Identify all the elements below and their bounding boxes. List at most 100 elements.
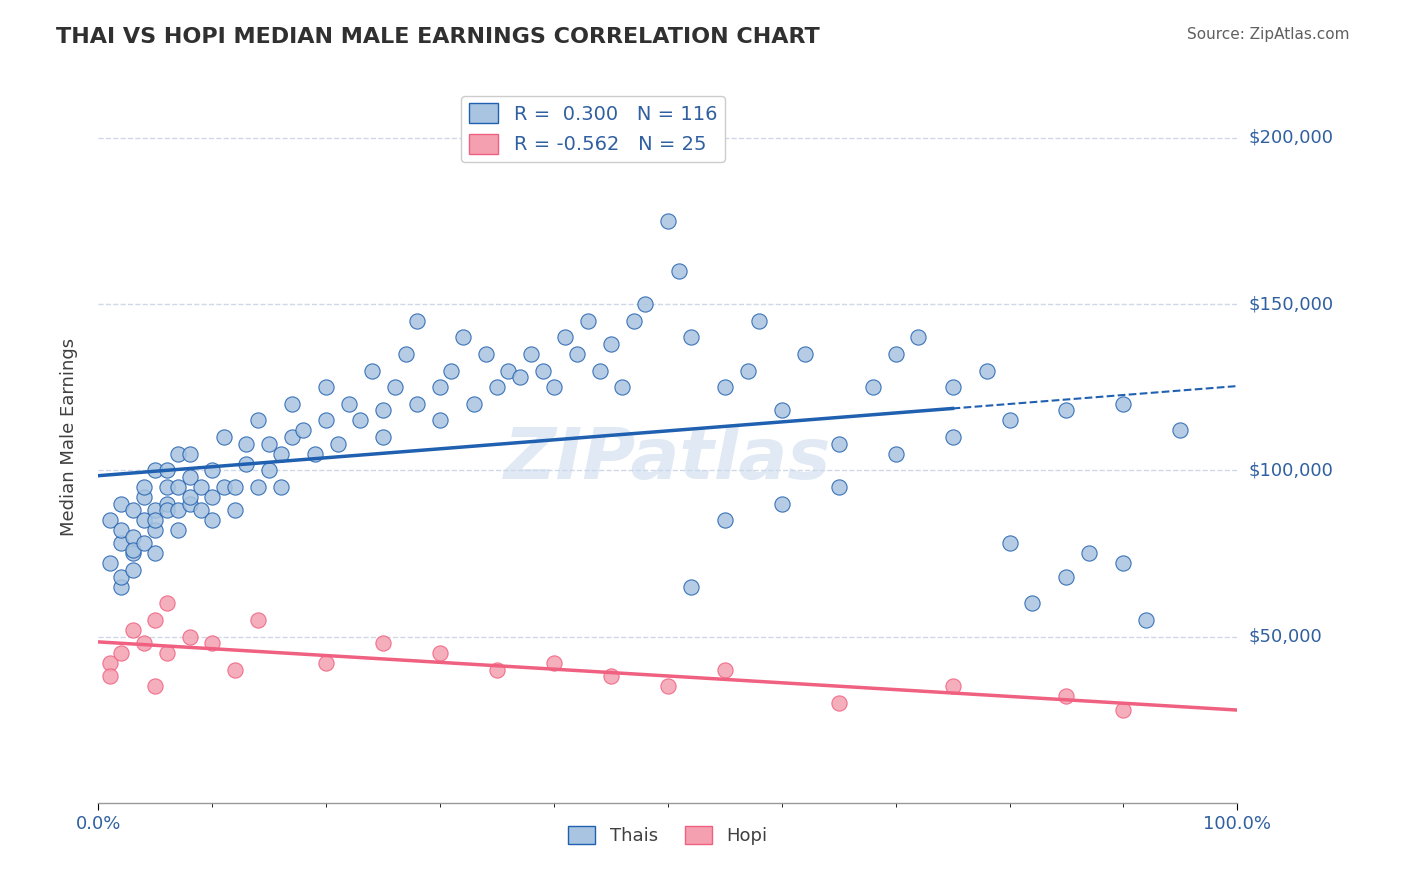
Point (315, 656, 337, 670)
Point (156, 503, 179, 517)
Point (145, 503, 167, 517)
Point (110, 536, 132, 550)
Point (212, 480, 235, 494)
Point (281, 397, 304, 411)
Point (315, 380, 337, 394)
Point (600, 669, 623, 683)
Point (862, 380, 884, 394)
Point (98, 656, 121, 670)
Point (145, 523, 167, 537)
Point (828, 436, 851, 450)
Point (121, 503, 143, 517)
Point (167, 447, 190, 461)
Point (224, 663, 246, 677)
Point (281, 430, 304, 444)
Point (679, 330, 702, 344)
Point (576, 314, 599, 328)
Point (167, 523, 190, 537)
Point (942, 680, 965, 694)
Text: $150,000: $150,000 (1249, 295, 1333, 313)
Point (884, 447, 907, 461)
Point (179, 447, 201, 461)
Legend: R =  0.300   N = 116, R = -0.562   N = 25: R = 0.300 N = 116, R = -0.562 N = 25 (461, 95, 725, 162)
Point (714, 380, 737, 394)
Point (349, 413, 371, 427)
Text: $50,000: $50,000 (1249, 628, 1322, 646)
Point (793, 347, 815, 361)
Point (406, 397, 429, 411)
Point (612, 380, 634, 394)
Point (190, 480, 212, 494)
Point (714, 663, 737, 677)
Point (179, 630, 201, 644)
Point (748, 314, 770, 328)
Point (486, 380, 509, 394)
Point (201, 463, 224, 477)
Point (474, 347, 496, 361)
Point (201, 513, 224, 527)
Point (98, 513, 121, 527)
Point (132, 636, 155, 650)
Point (132, 536, 155, 550)
Point (270, 447, 292, 461)
Point (235, 436, 257, 450)
Point (246, 413, 269, 427)
Point (156, 497, 179, 511)
Point (543, 656, 565, 670)
Point (770, 403, 793, 417)
Point (121, 623, 143, 637)
Point (942, 380, 965, 394)
Point (623, 314, 645, 328)
Point (384, 380, 406, 394)
Point (156, 463, 179, 477)
Point (167, 503, 190, 517)
Point (337, 397, 360, 411)
Point (156, 646, 179, 660)
Point (371, 636, 394, 650)
Point (714, 513, 737, 527)
Point (429, 380, 451, 394)
Point (1112, 557, 1135, 571)
Point (828, 480, 851, 494)
Point (976, 363, 998, 377)
Point (1112, 397, 1135, 411)
Point (212, 430, 235, 444)
Point (121, 546, 143, 560)
Point (543, 380, 565, 394)
Point (998, 536, 1021, 550)
Point (520, 347, 543, 361)
Point (451, 330, 474, 344)
Point (395, 347, 418, 361)
Point (907, 330, 929, 344)
Point (201, 490, 224, 504)
Point (110, 497, 132, 511)
Point (235, 457, 257, 471)
Point (657, 680, 679, 694)
Point (1170, 424, 1192, 438)
Point (224, 503, 246, 517)
Point (259, 463, 281, 477)
Point (246, 480, 269, 494)
Point (145, 463, 167, 477)
Point (531, 363, 554, 377)
Point (156, 596, 179, 610)
Point (145, 613, 167, 627)
Point (259, 436, 281, 450)
Point (429, 646, 451, 660)
Point (145, 680, 167, 694)
Point (486, 663, 509, 677)
Point (326, 436, 349, 450)
Point (509, 370, 531, 384)
Point (110, 646, 132, 660)
Point (588, 363, 610, 377)
Text: ZIPatlas: ZIPatlas (505, 425, 831, 493)
Point (463, 397, 485, 411)
Point (440, 363, 463, 377)
Point (1054, 690, 1078, 704)
Point (179, 497, 201, 511)
Point (270, 480, 292, 494)
Point (554, 330, 576, 344)
Point (121, 543, 143, 558)
Point (429, 413, 451, 427)
Point (145, 546, 167, 560)
